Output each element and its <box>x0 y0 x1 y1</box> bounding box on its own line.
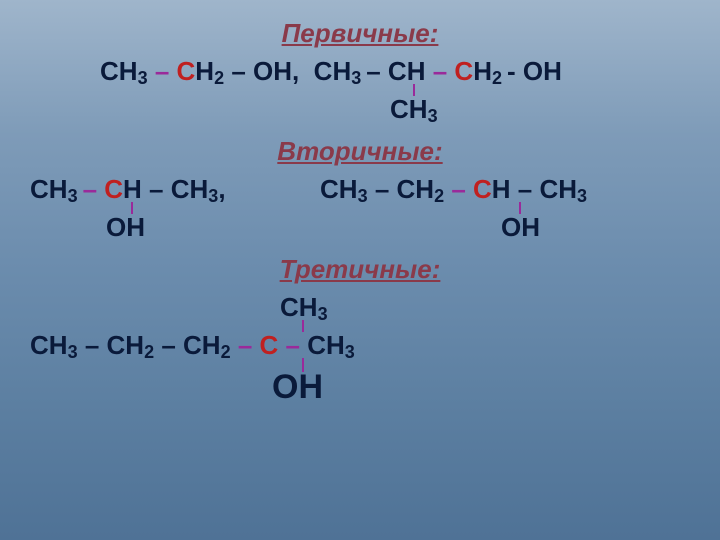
formula-primary: CH3 – CH2 – OH, CH3 – CH – CH2 - OH <box>100 56 562 87</box>
formula-secondary-left-oh: OH <box>106 212 145 243</box>
formula-secondary-right-oh: OH <box>501 212 540 243</box>
formula-secondary-right: CH3 – CH2 – CH – CH3 <box>320 174 587 205</box>
formula-secondary-left: CH3 – CH – CH3, <box>30 174 226 205</box>
formula-primary-branch: CH3 <box>390 94 438 125</box>
heading-secondary: Вторичные: <box>0 136 720 167</box>
slide: Первичные: CH3 – CH2 – OH, CH3 – CH – CH… <box>0 0 720 540</box>
heading-primary: Первичные: <box>0 18 720 49</box>
formula-tertiary-bottom-oh: ОН <box>272 368 323 407</box>
formula-tertiary-top-branch: CH3 <box>280 292 328 323</box>
heading-tertiary: Третичные: <box>0 254 720 285</box>
formula-tertiary-main: CH3 – CH2 – CH2 – C – CH3 <box>30 330 355 361</box>
